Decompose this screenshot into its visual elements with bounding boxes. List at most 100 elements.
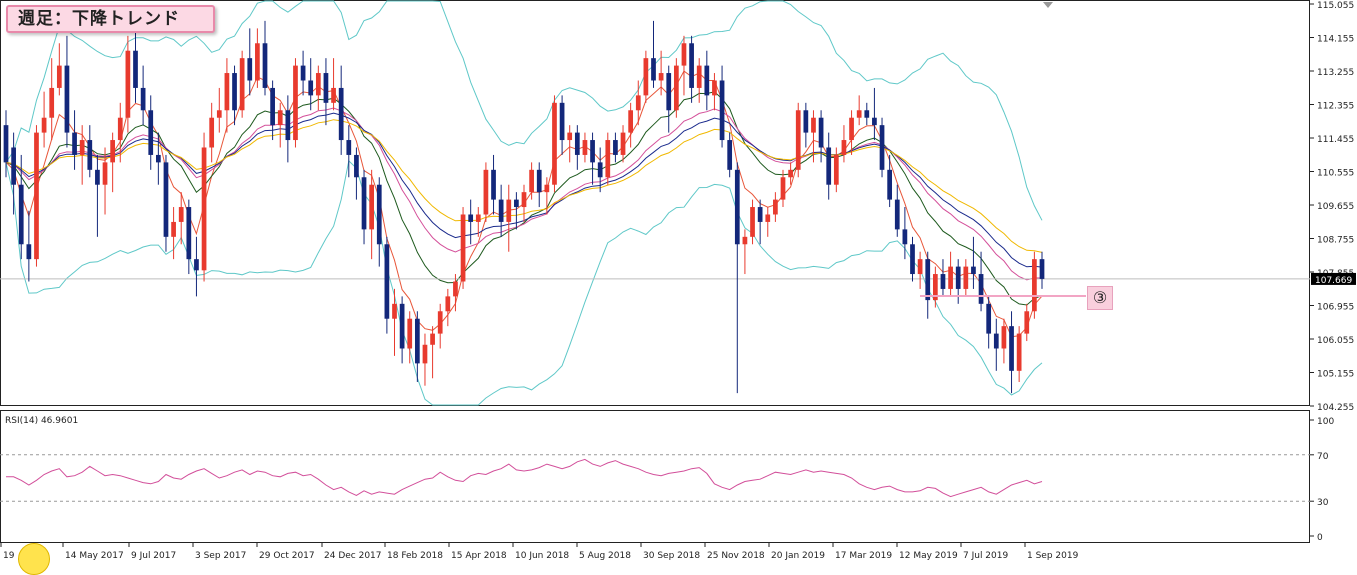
candle-body xyxy=(3,125,9,163)
price-axis-label: 105.155 xyxy=(1317,370,1354,380)
price-axis-label: 114.155 xyxy=(1317,35,1354,45)
candle-body xyxy=(681,43,687,66)
candle-body xyxy=(407,318,413,349)
candle-body xyxy=(437,311,443,334)
candle-body xyxy=(376,184,382,245)
candle-body xyxy=(613,140,618,155)
candle-body xyxy=(872,117,877,126)
x-axis-label: 17 Mar 2019 xyxy=(835,551,892,561)
rsi-line xyxy=(6,458,1043,498)
moving-average-medium xyxy=(5,91,1043,306)
candle-body xyxy=(673,65,679,111)
candle-body xyxy=(56,65,62,88)
candle-body xyxy=(917,259,923,275)
candle-body xyxy=(209,117,215,148)
candle-body xyxy=(544,184,550,193)
candle-body xyxy=(338,87,344,141)
candle-body xyxy=(552,102,557,185)
price-axis-label: 113.255 xyxy=(1317,68,1354,78)
current-price-tag xyxy=(1311,272,1356,285)
candle-body xyxy=(300,65,306,81)
candle-body xyxy=(323,73,329,103)
candle-body xyxy=(41,117,47,133)
candle-body xyxy=(757,207,763,222)
candle-body xyxy=(932,274,938,301)
candle-body xyxy=(856,110,862,118)
candle-body xyxy=(354,154,359,178)
candle-body xyxy=(514,199,519,208)
candle-body xyxy=(117,117,123,141)
candle-body xyxy=(201,147,207,271)
candle-body xyxy=(811,117,816,133)
candle-body xyxy=(232,73,237,111)
price-axis-label: 111.455 xyxy=(1317,135,1354,145)
candle-body xyxy=(239,58,245,111)
idea-bulb-icon xyxy=(18,543,50,575)
candle-body xyxy=(392,303,397,319)
candle-body xyxy=(171,221,176,237)
candle-body xyxy=(315,73,321,96)
candle-body xyxy=(270,87,275,126)
candle-body xyxy=(414,318,420,364)
candle-body xyxy=(79,140,85,155)
x-axis-label: 25 Nov 2018 xyxy=(707,551,765,561)
candle-body xyxy=(475,214,481,222)
candle-body xyxy=(224,73,230,111)
candle-body xyxy=(468,214,474,222)
candle-body xyxy=(833,154,839,185)
candle-body xyxy=(216,110,222,118)
chart-canvas: 115.055 114.155 113.255 112.355 111.455 110.5… xyxy=(0,0,1356,561)
forex-chart[interactable]: 115.055 114.155 113.255 112.355 111.455 110.5… xyxy=(0,0,1357,563)
candle-body xyxy=(605,140,611,178)
candle-body xyxy=(788,169,793,178)
candle-body xyxy=(87,140,93,170)
bollinger-lower-band xyxy=(5,159,1043,406)
moving-average-21 xyxy=(5,107,1043,281)
x-axis-label: 29 Oct 2017 xyxy=(259,551,315,561)
scroll-triangle-icon xyxy=(1043,2,1053,8)
candle-body xyxy=(971,266,976,275)
candle-body xyxy=(49,87,55,118)
candle-body xyxy=(445,296,451,312)
candle-body xyxy=(826,147,832,185)
price-axis-label: 104.255 xyxy=(1317,403,1354,413)
candle-body xyxy=(704,65,710,96)
candle-body xyxy=(491,169,496,200)
x-axis-label: 18 Feb 2018 xyxy=(387,551,443,561)
candle-body xyxy=(910,244,915,275)
candle-body xyxy=(567,132,573,141)
rsi-axis-label: 100 xyxy=(1317,417,1334,427)
candle-body xyxy=(765,214,771,222)
rsi-pane-frame xyxy=(0,410,1310,543)
candle-body xyxy=(696,65,702,88)
candle-body xyxy=(247,58,253,81)
candle-body xyxy=(140,87,146,111)
candle-body xyxy=(285,110,291,141)
candle-body xyxy=(940,274,946,289)
candle-body xyxy=(346,140,352,155)
rsi-indicator-label: RSI(14) 46.9601 xyxy=(5,416,78,426)
candle-body xyxy=(666,73,672,111)
candle-body xyxy=(262,43,268,88)
price-axis-label: 106.055 xyxy=(1317,336,1354,346)
x-axis-label: 9 Jul 2017 xyxy=(131,551,176,561)
candle-body xyxy=(864,110,870,118)
candle-body xyxy=(1016,333,1022,371)
candle-body xyxy=(1024,311,1030,334)
price-axis-label: 106.955 xyxy=(1317,303,1354,313)
candle-body xyxy=(331,87,336,103)
candle-body xyxy=(559,102,565,141)
candle-body xyxy=(986,303,992,334)
price-axis-label: 109.655 xyxy=(1317,202,1354,212)
candle-body xyxy=(399,303,405,349)
candle-body xyxy=(719,80,725,141)
candle-body xyxy=(102,162,108,185)
candle-body xyxy=(643,58,649,96)
candle-body xyxy=(887,169,893,200)
x-axis-label: 1 Sep 2019 xyxy=(1027,551,1079,561)
candle-body xyxy=(818,117,824,148)
candle-body xyxy=(803,110,809,133)
candle-body xyxy=(163,162,169,237)
candle-body xyxy=(26,244,32,260)
x-axis-label: 15 Apr 2018 xyxy=(451,551,507,561)
